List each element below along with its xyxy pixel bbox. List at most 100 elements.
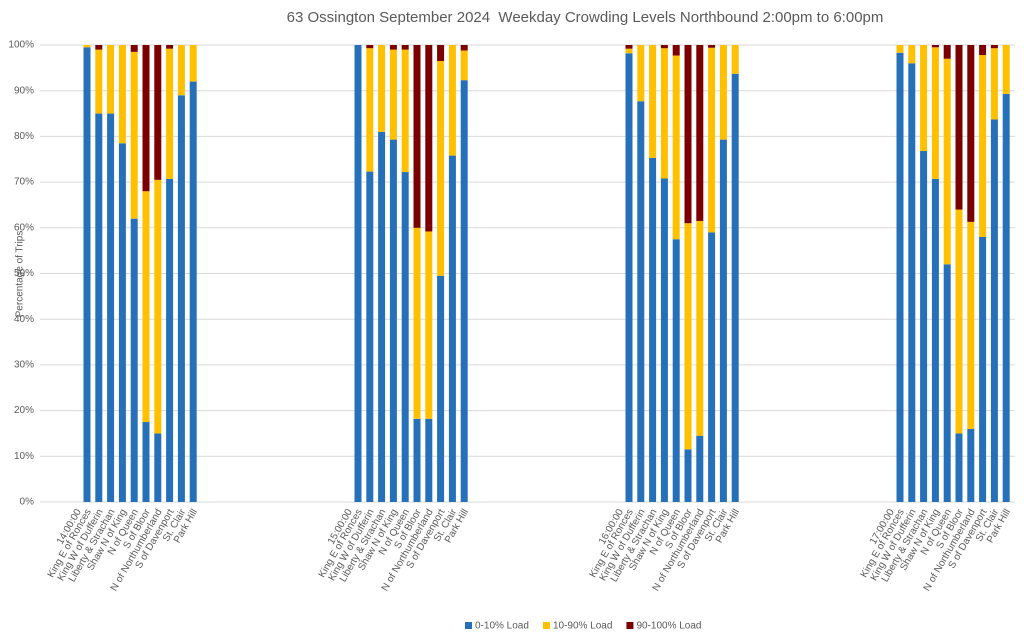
bar-segment: [931, 178, 939, 502]
bar-segment: [967, 428, 975, 502]
bar-segment: [130, 45, 138, 52]
bar-segment: [660, 178, 668, 502]
bar-segment: [389, 139, 397, 502]
bar-segment: [1002, 45, 1010, 94]
bar-segment: [142, 191, 150, 423]
bar-segment: [177, 45, 185, 96]
bar-segment: [955, 433, 963, 502]
bar-segment: [660, 48, 668, 179]
bar-segment: [637, 101, 645, 502]
y-tick-label: 80%: [14, 131, 34, 142]
bar-segment: [354, 45, 362, 502]
legend-swatch: [542, 622, 550, 629]
bar-segment: [154, 433, 162, 502]
bar-segment: [425, 45, 433, 232]
bar-segment: [389, 45, 397, 50]
y-tick-label: 100%: [8, 40, 34, 51]
bar-segment: [696, 45, 704, 221]
bar-segment: [437, 275, 445, 502]
bar-segment: [684, 449, 692, 502]
bar-segment: [684, 45, 692, 224]
bar-segment: [637, 45, 645, 102]
bar-segment: [719, 139, 727, 502]
y-tick-label: 50%: [14, 268, 34, 279]
bar-segment: [83, 45, 91, 48]
bar-segment: [413, 227, 421, 419]
y-tick-label: 20%: [14, 405, 34, 416]
bar-segment: [967, 45, 975, 222]
bar-segment: [672, 239, 680, 502]
bar-segment: [166, 178, 174, 502]
bar-segment: [943, 45, 951, 59]
bar-segment: [931, 47, 939, 179]
bar-segment: [684, 223, 692, 450]
bar-segment: [955, 45, 963, 210]
bar-segment: [708, 47, 716, 233]
bar-segment: [660, 45, 668, 49]
bar-segment: [649, 45, 657, 158]
bar-segment: [425, 418, 433, 502]
bar-segment: [920, 45, 928, 152]
bar-segment: [625, 45, 633, 49]
bar-segment: [967, 221, 975, 429]
legend-label: 0-10% Load: [475, 621, 529, 632]
bar-segment: [696, 220, 704, 436]
bar-segment: [672, 45, 680, 56]
bar-segment: [413, 418, 421, 502]
legend-swatch: [626, 622, 634, 629]
bar-segment: [118, 45, 126, 144]
bar-segment: [731, 45, 739, 74]
bar-segment: [154, 45, 162, 180]
bar-segment: [154, 179, 162, 434]
bar-segment: [389, 49, 397, 140]
bar-segment: [366, 45, 374, 49]
bar-segment: [1002, 93, 1010, 503]
bar-segment: [130, 218, 138, 502]
bar-segment: [672, 55, 680, 240]
bar-segment: [731, 73, 739, 502]
bar-segment: [931, 45, 939, 48]
bar-segment: [979, 236, 987, 502]
y-tick-label: 70%: [14, 177, 34, 188]
bar-segment: [166, 48, 174, 179]
bar-segment: [448, 45, 456, 156]
bar-segment: [437, 60, 445, 276]
bar-segment: [708, 45, 716, 48]
bar-segment: [401, 49, 409, 173]
bar-segment: [708, 232, 716, 502]
bar-segment: [990, 48, 998, 120]
bar-segment: [107, 45, 115, 114]
bar-segment: [943, 264, 951, 502]
y-tick-label: 90%: [14, 85, 34, 96]
bar-segment: [177, 95, 185, 503]
bar-segment: [460, 45, 468, 51]
bar-segment: [95, 49, 103, 114]
y-tick-label: 10%: [14, 451, 34, 462]
bar-segment: [990, 45, 998, 49]
bar-segment: [366, 48, 374, 172]
bar-segment: [95, 45, 103, 50]
bar-segment: [83, 47, 91, 502]
bar-segment: [625, 48, 633, 54]
bar-segment: [460, 80, 468, 503]
chart-title: 63 Ossington September 2024 Weekday Crow…: [287, 9, 884, 26]
bar-segment: [413, 45, 421, 228]
bar-segment: [189, 81, 197, 502]
legend-swatch: [465, 622, 472, 629]
bar-segment: [719, 45, 727, 140]
legend-label: 90-100% Load: [636, 621, 701, 632]
bar-segment: [696, 435, 704, 502]
y-tick-label: 60%: [14, 222, 34, 233]
bar-segment: [366, 171, 374, 503]
bar-segment: [990, 119, 998, 502]
bar-segment: [142, 422, 150, 502]
bar-segment: [95, 113, 103, 503]
bar-segment: [920, 151, 928, 503]
bar-segment: [401, 172, 409, 502]
bar-segment: [460, 50, 468, 81]
bar-segment: [378, 131, 386, 502]
bar-segment: [425, 231, 433, 419]
bar-segment: [118, 143, 126, 502]
legend-label: 10-90% Load: [553, 621, 613, 632]
